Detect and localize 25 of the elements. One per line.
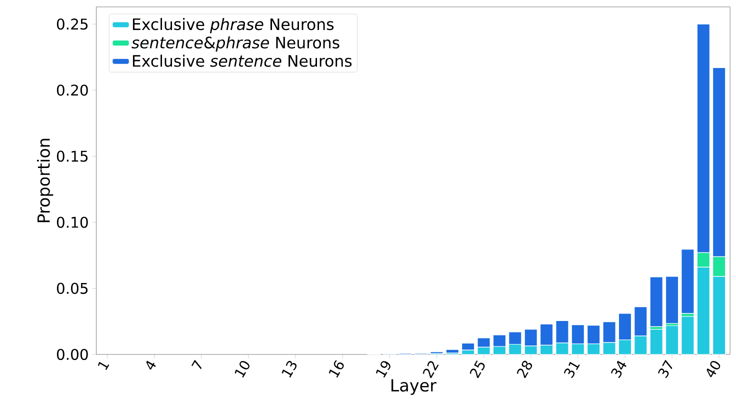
x-tick-label: 10: [234, 361, 250, 378]
x-tick-label: 25: [470, 360, 485, 378]
x-tick-label: 40: [706, 361, 720, 378]
x-tick-label: 13: [282, 361, 297, 378]
y-tick-label: 0.15: [56, 150, 88, 162]
y-tick-label: 0.00: [56, 349, 88, 360]
x-tick-label: 1: [98, 362, 110, 370]
x-tick-label: 19: [376, 361, 390, 378]
x-tick-label: 34: [611, 360, 626, 378]
legend-label: Exclusive phrase Neurons: [132, 18, 334, 34]
x-tick-label: 7: [191, 360, 202, 370]
legend-label: Exclusive sentence Neurons: [132, 54, 352, 68]
x-tick-label: 37: [658, 360, 672, 378]
y-axis-title: Proportion: [36, 139, 54, 222]
x-tick-label: 28: [516, 360, 532, 378]
x-tick-label: 4: [146, 360, 156, 370]
x-tick-label: 31: [564, 362, 580, 378]
x-axis-title: Layer: [391, 379, 436, 396]
legend-label: sentence&phrase Neurons: [132, 36, 340, 52]
y-tick-label: 0.10: [56, 216, 88, 228]
y-tick-label: 0.25: [56, 18, 88, 30]
y-tick-label: 0.05: [56, 282, 88, 294]
x-tick-label: 22: [422, 361, 439, 378]
y-tick-label: 0.20: [56, 84, 88, 96]
x-tick-label: 16: [328, 360, 344, 378]
